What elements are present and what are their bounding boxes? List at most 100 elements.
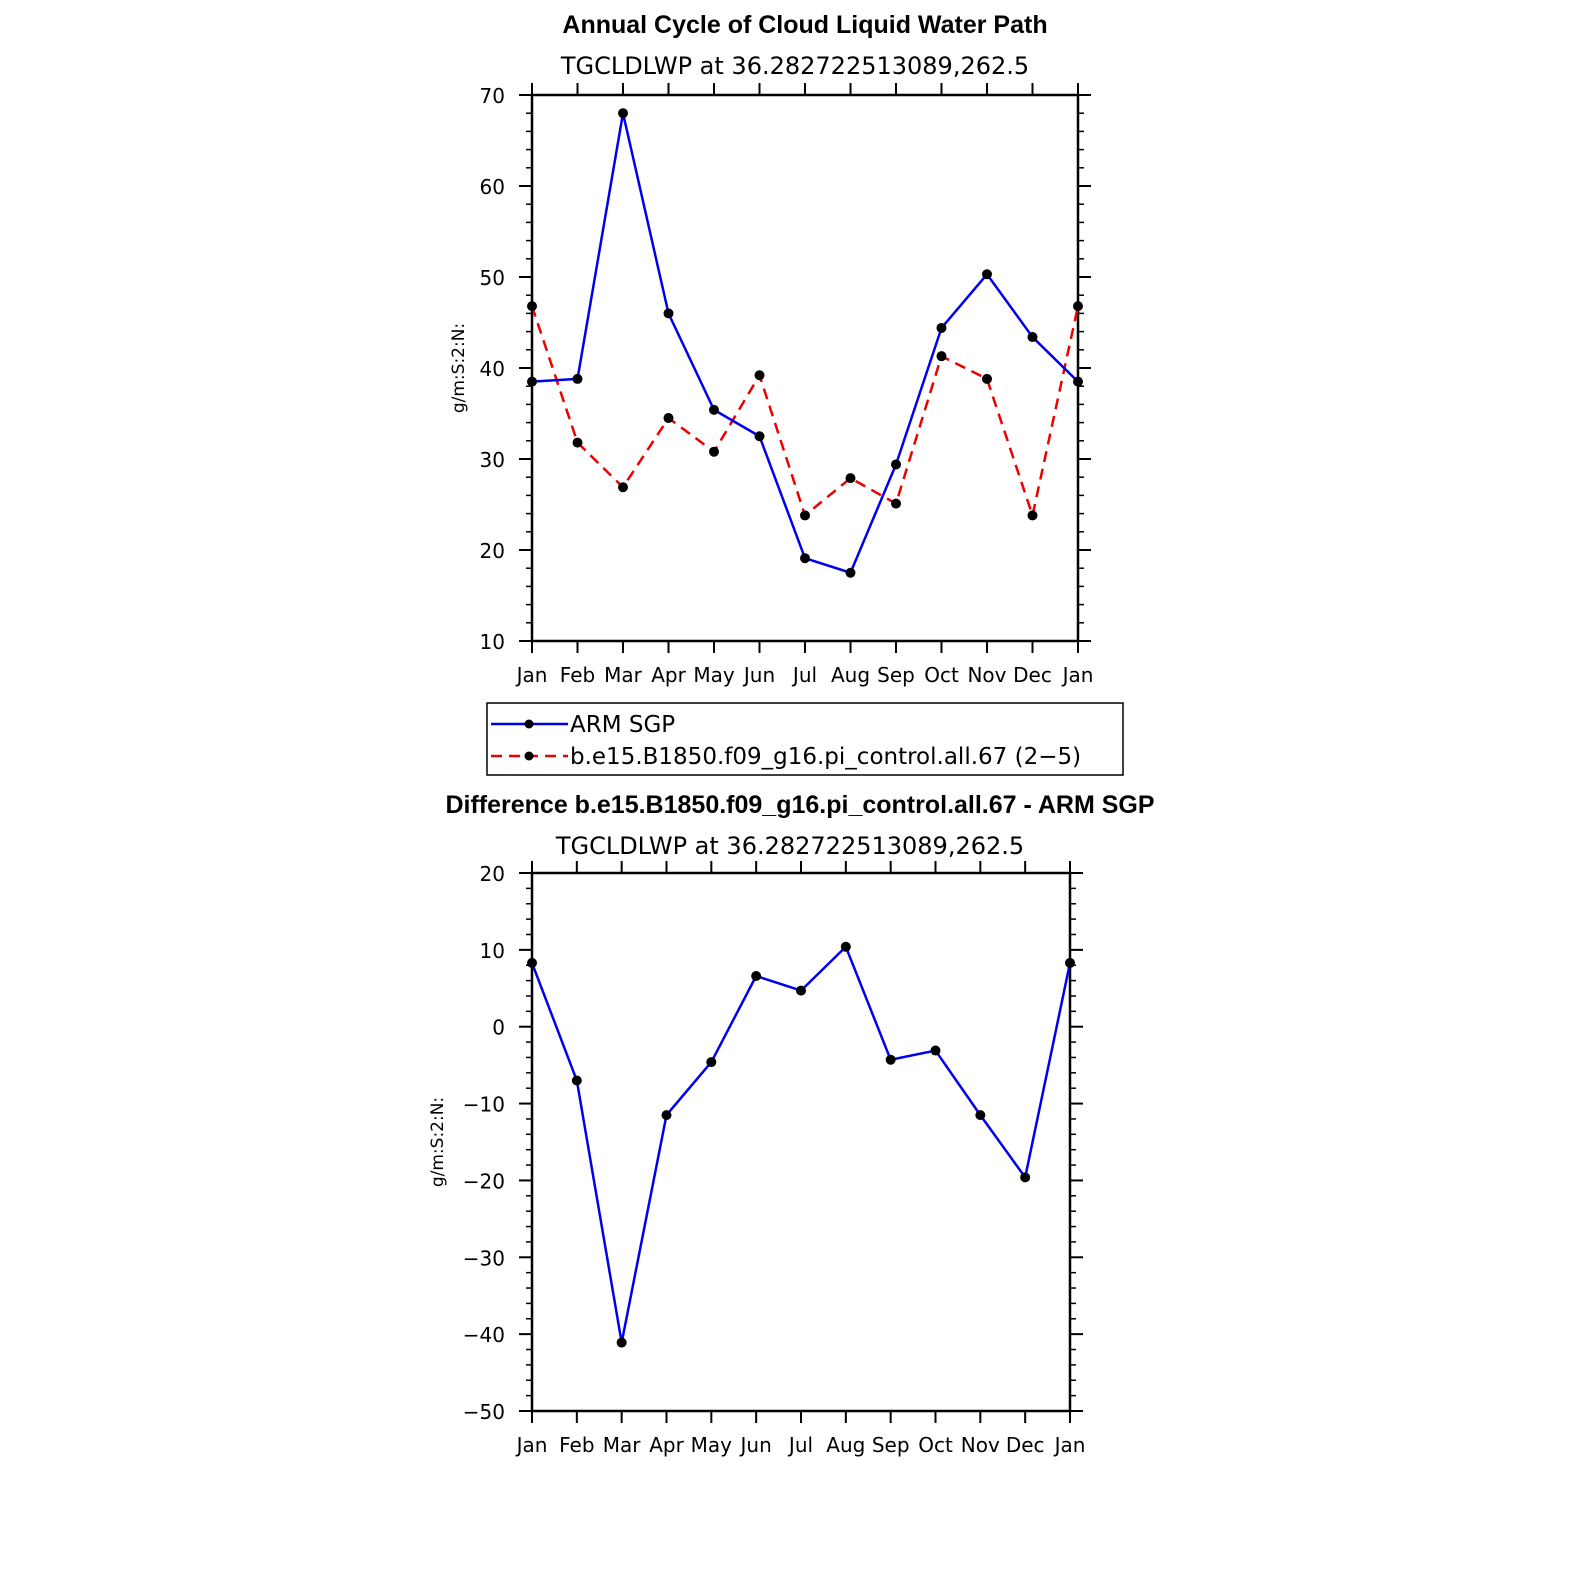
x-tick-label: Aug	[826, 1433, 865, 1457]
data-point	[618, 108, 628, 119]
x-tick-label: Sep	[872, 1433, 910, 1457]
legend: ARM SGP b.e15.B1850.f09_g16.pi_control.a…	[486, 702, 1124, 776]
annual-cycle-panel: Annual Cycle of Cloud Liquid Water Path …	[449, 11, 1124, 776]
x-tick-label: Mar	[603, 1433, 642, 1457]
y-tick-label: −30	[463, 1246, 505, 1270]
data-point	[709, 404, 719, 415]
series-line	[531, 111, 1079, 574]
x-tick-label: Apr	[651, 663, 686, 687]
data-point	[663, 413, 674, 424]
y-tick-label: 20	[480, 539, 505, 563]
x-tick-label: Feb	[559, 1433, 594, 1457]
data-point	[618, 482, 628, 493]
x-tick-label: Jun	[739, 1433, 772, 1457]
data-point	[796, 985, 806, 996]
data-point	[1073, 376, 1083, 387]
y-axis-label: g/m:S:2:N:	[449, 323, 469, 413]
data-point	[754, 431, 765, 442]
chart-title: Difference b.e15.B1850.f09_g16.pi_contro…	[445, 791, 1154, 819]
x-tick-label: Nov	[961, 1433, 1000, 1457]
x-tick-label: Jan	[515, 663, 548, 687]
data-point	[751, 970, 762, 981]
x-tick-label: Mar	[604, 663, 643, 687]
x-tick-label: Dec	[1006, 1433, 1045, 1457]
x-tick-label: Jul	[787, 1433, 813, 1457]
series-line	[530, 945, 1072, 1344]
data-point	[1073, 301, 1083, 312]
data-point	[936, 351, 947, 362]
y-tick-label: 70	[480, 84, 505, 108]
data-point	[661, 1110, 672, 1121]
data-point	[840, 941, 851, 952]
series-line	[530, 305, 1080, 517]
data-point	[885, 1054, 896, 1065]
x-tick-label: May	[693, 663, 735, 687]
data-point	[706, 1057, 717, 1068]
legend-box	[486, 702, 1124, 776]
x-tick-label: Oct	[924, 663, 959, 687]
y-tick-label: 30	[480, 448, 505, 472]
y-tick-label: 10	[480, 939, 505, 963]
legend-swatch-marker	[524, 751, 534, 761]
y-tick-label: −10	[463, 1093, 505, 1117]
data-point	[800, 510, 810, 521]
y-tick-label: 50	[480, 266, 505, 290]
data-point	[572, 437, 583, 448]
x-tick-label: Jan	[1061, 663, 1094, 687]
chart-title: Annual Cycle of Cloud Liquid Water Path	[562, 11, 1047, 39]
legend-label: ARM SGP	[570, 712, 675, 738]
legend-swatch-marker	[524, 719, 534, 729]
y-tick-label: 10	[480, 630, 505, 654]
y-axis-label: g/m:S:2:N:	[428, 1097, 448, 1187]
y-tick-label: 0	[492, 1016, 505, 1040]
data-point	[1065, 957, 1075, 968]
y-tick-label: 40	[480, 357, 505, 381]
plot-area: −50 −40 −30 −20 −10 0 10 20 Jan Feb Mar Apr May Jun Ju…	[463, 861, 1086, 1457]
data-point	[845, 567, 856, 578]
x-tick-label: Jan	[515, 1433, 548, 1457]
data-point	[800, 553, 810, 564]
data-point	[891, 459, 901, 470]
data-point	[936, 322, 947, 333]
y-tick-label: −50	[463, 1400, 505, 1424]
difference-panel: Difference b.e15.B1850.f09_g16.pi_contro…	[428, 791, 1155, 1457]
data-point	[572, 373, 583, 384]
data-point	[1020, 1172, 1031, 1183]
x-tick-label: Nov	[967, 663, 1006, 687]
data-point	[1027, 510, 1038, 521]
data-point	[975, 1110, 986, 1121]
data-point	[1027, 332, 1038, 343]
chart-subtitle: TGCLDLWP at 36.282722513089,262.5	[555, 832, 1024, 860]
data-point	[616, 1337, 627, 1348]
x-tick-label: Jan	[1053, 1433, 1086, 1457]
data-point	[663, 308, 674, 319]
data-point	[709, 446, 719, 457]
x-tick-label: Dec	[1013, 663, 1052, 687]
chart-subtitle: TGCLDLWP at 36.282722513089,262.5	[560, 52, 1029, 80]
x-tick-label: May	[691, 1433, 733, 1457]
plot-frame	[530, 871, 1072, 1413]
x-tick-label: Sep	[877, 663, 915, 687]
data-point	[571, 1075, 582, 1086]
data-point	[527, 301, 537, 312]
data-point	[845, 473, 856, 484]
data-point	[891, 498, 901, 509]
data-point	[982, 373, 992, 384]
data-point	[527, 957, 537, 968]
legend-label: b.e15.B1850.f09_g16.pi_control.all.67 (2…	[570, 744, 1081, 770]
y-tick-label: 20	[480, 862, 505, 886]
y-tick-label: −40	[463, 1323, 505, 1347]
x-tick-label: Aug	[831, 663, 870, 687]
plot-area: 10 20 30 40 50 60 70 Jan Feb Mar Apr May Jun Jul Aug Se…	[480, 83, 1094, 687]
x-tick-label: Jul	[791, 663, 817, 687]
legend-entry-model: b.e15.B1850.f09_g16.pi_control.all.67 (2…	[491, 744, 1081, 770]
x-tick-label: Jun	[742, 663, 775, 687]
x-tick-label: Feb	[560, 663, 595, 687]
legend-entry-arm-sgp: ARM SGP	[491, 712, 675, 738]
x-tick-label: Apr	[649, 1433, 684, 1457]
data-point	[527, 376, 537, 387]
y-tick-label: −20	[463, 1169, 505, 1193]
data-point	[982, 269, 992, 280]
data-point	[754, 370, 765, 381]
